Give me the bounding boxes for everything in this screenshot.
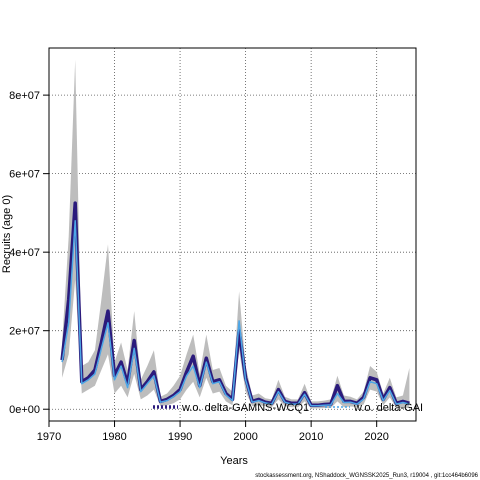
y-tick-label: 4e+07 (9, 247, 40, 259)
x-tick-label: 1990 (168, 431, 192, 443)
y-tick-label: 2e+07 (9, 326, 40, 338)
x-tick-label: 1970 (37, 431, 61, 443)
y-axis-title: Recruits (age 0) (1, 195, 13, 273)
series-lines (60, 201, 410, 408)
y-tick-label: 8e+07 (9, 90, 40, 102)
x-tick-label: 2020 (364, 431, 388, 443)
x-axis-title: Years (220, 455, 248, 467)
x-axis: 1970 1980 1990 2000 2010 2020 (37, 421, 389, 443)
grid (48, 48, 416, 421)
footer-credit: stockassessment.org, NShaddock_WGNSSK202… (255, 473, 478, 479)
series-line-2 (61, 220, 410, 407)
confidence-band (62, 59, 410, 409)
legend: w.o. delta-GAMNS-WCQ1 w.o. delta-GAI (153, 402, 423, 414)
legend-label-1: w.o. delta-GAMNS-WCQ1 (181, 402, 309, 414)
plot-frame (48, 47, 417, 422)
x-tick-label: 2010 (299, 431, 323, 443)
x-tick-label: 2000 (233, 431, 257, 443)
ci-band (62, 59, 410, 409)
y-tick-label: 6e+07 (9, 169, 40, 181)
legend-label-2: w.o. delta-GAI (353, 402, 423, 414)
y-tick-label: 0e+00 (9, 404, 40, 416)
y-axis: 0e+00 2e+07 4e+07 6e+07 8e+07 (9, 90, 49, 416)
x-tick-label: 1980 (102, 431, 126, 443)
